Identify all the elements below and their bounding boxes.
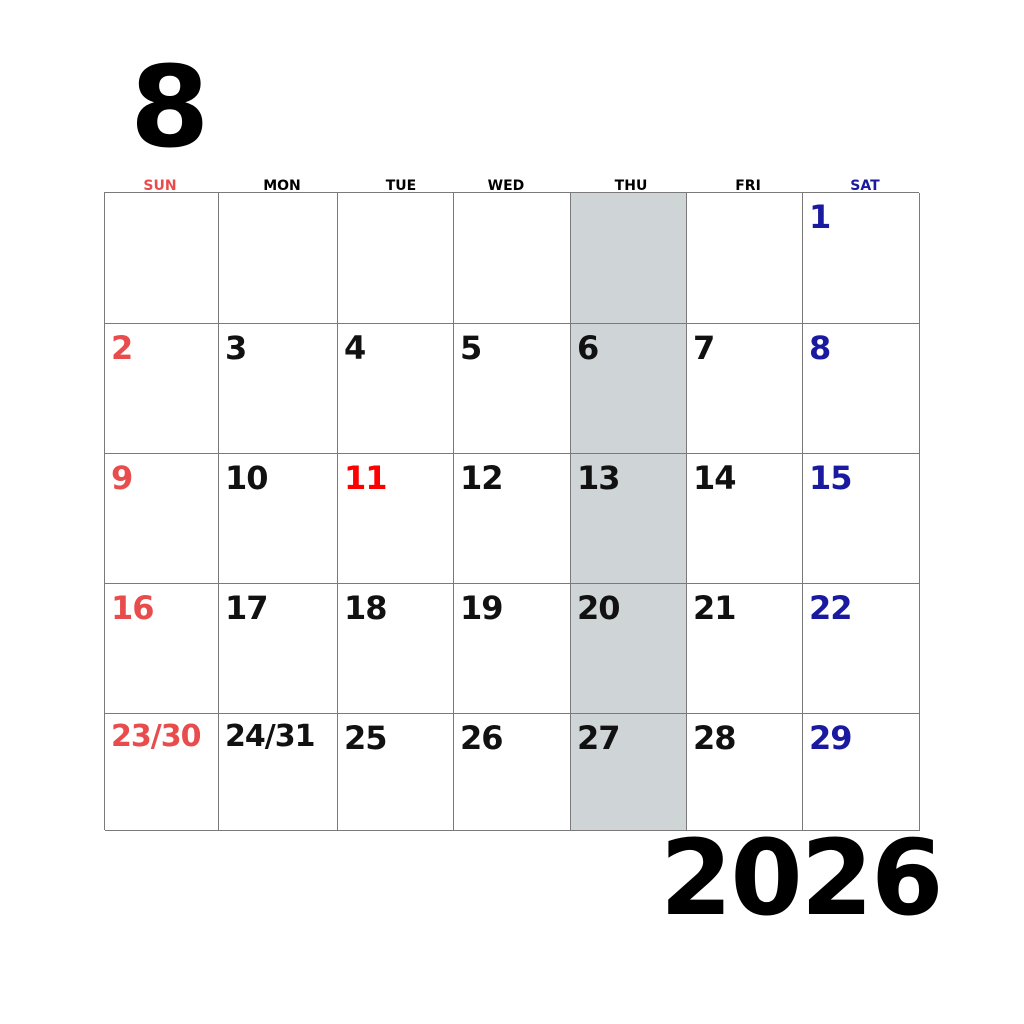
day-number: 12 [460,459,504,497]
day-cell[interactable]: 22 [803,584,920,714]
day-cell[interactable]: 9 [105,454,219,584]
day-number: 13 [577,459,621,497]
day-cell[interactable]: 4 [338,324,454,454]
day-number: 14 [693,459,737,497]
weekday-tue: TUE [385,178,417,194]
day-number: 20 [577,589,621,627]
day-cell[interactable]: 12 [454,454,571,584]
day-cell[interactable]: 1 [803,193,920,324]
day-number: 22 [809,589,853,627]
day-cell[interactable]: 13 [571,454,687,584]
day-number: 18 [344,589,388,627]
year-label: 2026 [660,817,943,939]
day-number: 16 [111,589,155,627]
day-number: 4 [344,329,366,367]
day-cell[interactable]: 3 [219,324,338,454]
day-cell[interactable]: 20 [571,584,687,714]
weekday-sun: SUN [143,178,177,194]
weekday-fri: FRI [735,178,761,194]
month-number: 8 [130,43,209,173]
day-cell[interactable] [454,193,571,324]
day-cell[interactable]: 25 [338,714,454,831]
day-number: 17 [225,589,269,627]
day-number: 28 [693,719,737,757]
day-cell[interactable] [571,193,687,324]
day-number: 5 [460,329,482,367]
weekday-thu: THU [614,178,648,194]
day-cell[interactable]: 24/31 [219,714,338,831]
day-cell[interactable]: 2 [105,324,219,454]
day-number: 2 [111,329,133,367]
day-cell[interactable]: 10 [219,454,338,584]
day-cell[interactable] [219,193,338,324]
day-number: 11 [344,459,388,497]
day-number: 26 [460,719,504,757]
day-number: 15 [809,459,853,497]
weekday-wed: WED [487,178,525,194]
day-number: 19 [460,589,504,627]
day-number: 6 [577,329,599,367]
day-cell[interactable]: 5 [454,324,571,454]
day-cell[interactable]: 19 [454,584,571,714]
day-number: 27 [577,719,621,757]
day-cell[interactable]: 26 [454,714,571,831]
day-cell[interactable]: 7 [687,324,803,454]
day-cell[interactable]: 14 [687,454,803,584]
day-number: 3 [225,329,247,367]
day-number: 1 [809,198,831,236]
day-cell[interactable] [687,193,803,324]
day-cell[interactable]: 18 [338,584,454,714]
day-number: 10 [225,459,269,497]
day-number: 9 [111,459,133,497]
day-number: 23/30 [111,719,201,754]
day-cell[interactable]: 23/30 [105,714,219,831]
weekday-mon: MON [263,178,301,194]
day-cell[interactable]: 15 [803,454,920,584]
day-cell[interactable]: 8 [803,324,920,454]
day-cell[interactable]: 27 [571,714,687,831]
day-cell[interactable] [338,193,454,324]
day-cell[interactable] [105,193,219,324]
day-number: 25 [344,719,388,757]
day-cell[interactable]: 28 [687,714,803,831]
day-cell[interactable]: 21 [687,584,803,714]
day-cell[interactable]: 6 [571,324,687,454]
day-number: 24/31 [225,719,315,754]
day-cell[interactable]: 16 [105,584,219,714]
day-number: 21 [693,589,737,627]
day-cell[interactable]: 29 [803,714,920,831]
day-cell[interactable]: 17 [219,584,338,714]
day-number: 8 [809,329,831,367]
weekday-sat: SAT [850,178,880,194]
day-number: 29 [809,719,853,757]
day-number: 7 [693,329,715,367]
day-cell[interactable]: 11 [338,454,454,584]
calendar-grid: 1 2 3 4 5 6 7 8 9 10 11 12 13 14 15 16 17 18 19 20 21 22 23/30… [104,192,920,831]
